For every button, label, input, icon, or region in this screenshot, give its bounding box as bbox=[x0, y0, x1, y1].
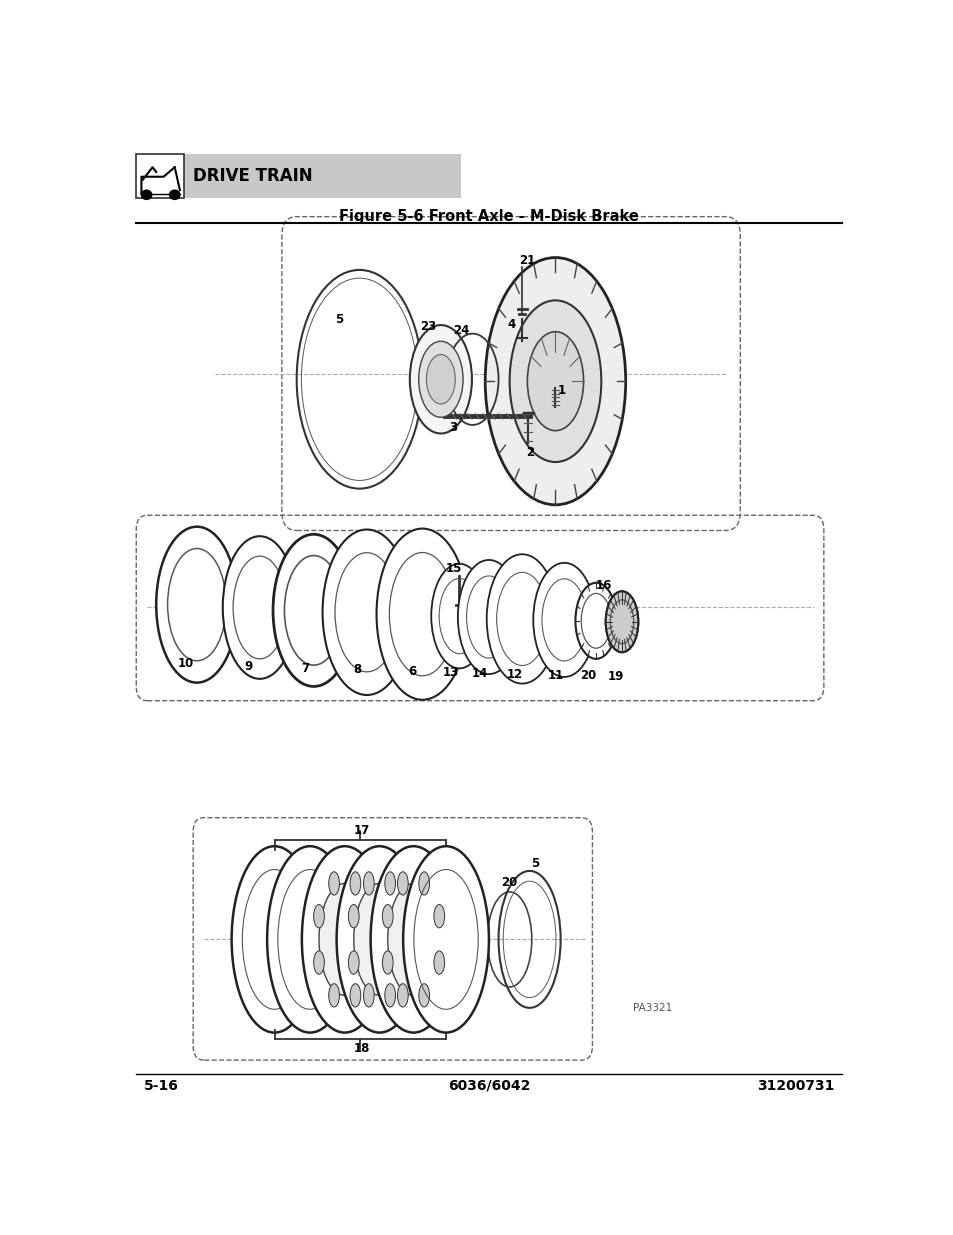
Ellipse shape bbox=[382, 904, 393, 927]
Ellipse shape bbox=[457, 559, 519, 674]
Ellipse shape bbox=[384, 984, 395, 1007]
Text: PA3321: PA3321 bbox=[633, 1003, 672, 1013]
Text: 10: 10 bbox=[177, 657, 193, 671]
Ellipse shape bbox=[363, 984, 374, 1007]
Ellipse shape bbox=[350, 984, 360, 1007]
Ellipse shape bbox=[434, 904, 444, 927]
Ellipse shape bbox=[318, 883, 370, 995]
Ellipse shape bbox=[365, 951, 375, 974]
Text: 6036/6042: 6036/6042 bbox=[447, 1079, 530, 1093]
Ellipse shape bbox=[363, 872, 374, 895]
Text: 20: 20 bbox=[579, 669, 596, 683]
Text: 8: 8 bbox=[353, 663, 361, 676]
Ellipse shape bbox=[382, 951, 393, 974]
Ellipse shape bbox=[605, 592, 638, 652]
Ellipse shape bbox=[365, 904, 375, 927]
Ellipse shape bbox=[267, 846, 353, 1032]
Text: 1: 1 bbox=[557, 384, 565, 398]
Ellipse shape bbox=[418, 872, 429, 895]
Ellipse shape bbox=[509, 300, 600, 462]
Ellipse shape bbox=[336, 846, 422, 1032]
Text: 5: 5 bbox=[335, 312, 343, 326]
Ellipse shape bbox=[387, 883, 438, 995]
Ellipse shape bbox=[170, 190, 179, 199]
Text: 16: 16 bbox=[595, 579, 611, 592]
Ellipse shape bbox=[431, 563, 487, 668]
Text: 14: 14 bbox=[472, 667, 488, 679]
FancyBboxPatch shape bbox=[135, 154, 183, 198]
Text: 9: 9 bbox=[244, 659, 253, 673]
Ellipse shape bbox=[350, 872, 360, 895]
Ellipse shape bbox=[434, 951, 444, 974]
Ellipse shape bbox=[370, 846, 456, 1032]
Ellipse shape bbox=[403, 846, 488, 1032]
Text: 6: 6 bbox=[408, 664, 416, 678]
Text: 15: 15 bbox=[445, 562, 461, 576]
Ellipse shape bbox=[399, 951, 410, 974]
Text: 21: 21 bbox=[518, 254, 535, 267]
Text: DRIVE TRAIN: DRIVE TRAIN bbox=[193, 167, 313, 185]
Ellipse shape bbox=[329, 984, 339, 1007]
Ellipse shape bbox=[314, 904, 324, 927]
Text: 12: 12 bbox=[506, 668, 522, 680]
Text: 13: 13 bbox=[442, 666, 458, 679]
FancyBboxPatch shape bbox=[135, 154, 460, 198]
Ellipse shape bbox=[418, 341, 462, 417]
Ellipse shape bbox=[605, 592, 638, 652]
Ellipse shape bbox=[376, 529, 468, 700]
Text: 11: 11 bbox=[547, 668, 563, 682]
Text: 3: 3 bbox=[449, 421, 457, 435]
Text: 5-16: 5-16 bbox=[144, 1079, 178, 1093]
Text: 18: 18 bbox=[354, 1042, 370, 1055]
Ellipse shape bbox=[354, 883, 405, 995]
Ellipse shape bbox=[348, 951, 358, 974]
Ellipse shape bbox=[232, 846, 317, 1032]
Text: 2: 2 bbox=[526, 446, 534, 459]
Ellipse shape bbox=[426, 354, 455, 404]
Text: 4: 4 bbox=[506, 317, 515, 331]
Ellipse shape bbox=[348, 904, 358, 927]
Ellipse shape bbox=[273, 535, 354, 687]
Ellipse shape bbox=[527, 332, 583, 431]
Ellipse shape bbox=[322, 530, 411, 695]
Ellipse shape bbox=[329, 872, 339, 895]
Ellipse shape bbox=[314, 951, 324, 974]
Text: 23: 23 bbox=[419, 320, 436, 333]
Ellipse shape bbox=[533, 563, 595, 677]
Ellipse shape bbox=[384, 872, 395, 895]
Ellipse shape bbox=[575, 583, 617, 658]
Text: 20: 20 bbox=[501, 876, 517, 889]
Ellipse shape bbox=[222, 536, 296, 679]
Ellipse shape bbox=[397, 984, 408, 1007]
Ellipse shape bbox=[410, 325, 472, 433]
Ellipse shape bbox=[399, 904, 410, 927]
Ellipse shape bbox=[156, 526, 237, 683]
Text: 5: 5 bbox=[530, 857, 538, 869]
Text: 24: 24 bbox=[452, 325, 469, 337]
Text: 17: 17 bbox=[354, 825, 370, 837]
Text: 31200731: 31200731 bbox=[756, 1079, 833, 1093]
Ellipse shape bbox=[485, 258, 625, 505]
Text: 7: 7 bbox=[301, 662, 310, 674]
Ellipse shape bbox=[486, 555, 558, 684]
Ellipse shape bbox=[142, 190, 152, 199]
Ellipse shape bbox=[418, 984, 429, 1007]
Text: Figure 5-6 Front Axle - M-Disk Brake: Figure 5-6 Front Axle - M-Disk Brake bbox=[338, 209, 639, 225]
Ellipse shape bbox=[301, 846, 387, 1032]
Text: 19: 19 bbox=[607, 671, 623, 683]
Ellipse shape bbox=[397, 872, 408, 895]
